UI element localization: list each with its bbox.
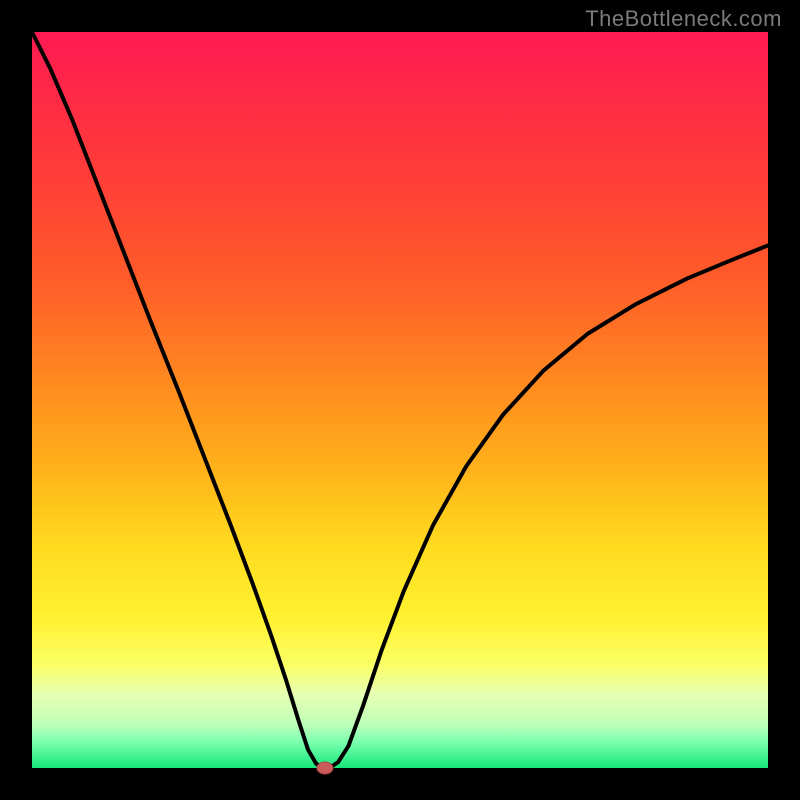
optimal-point-marker <box>317 762 333 774</box>
bottleneck-chart <box>0 0 800 800</box>
plot-area <box>32 32 768 768</box>
chart-canvas: TheBottleneck.com <box>0 0 800 800</box>
watermark-text: TheBottleneck.com <box>585 6 782 32</box>
